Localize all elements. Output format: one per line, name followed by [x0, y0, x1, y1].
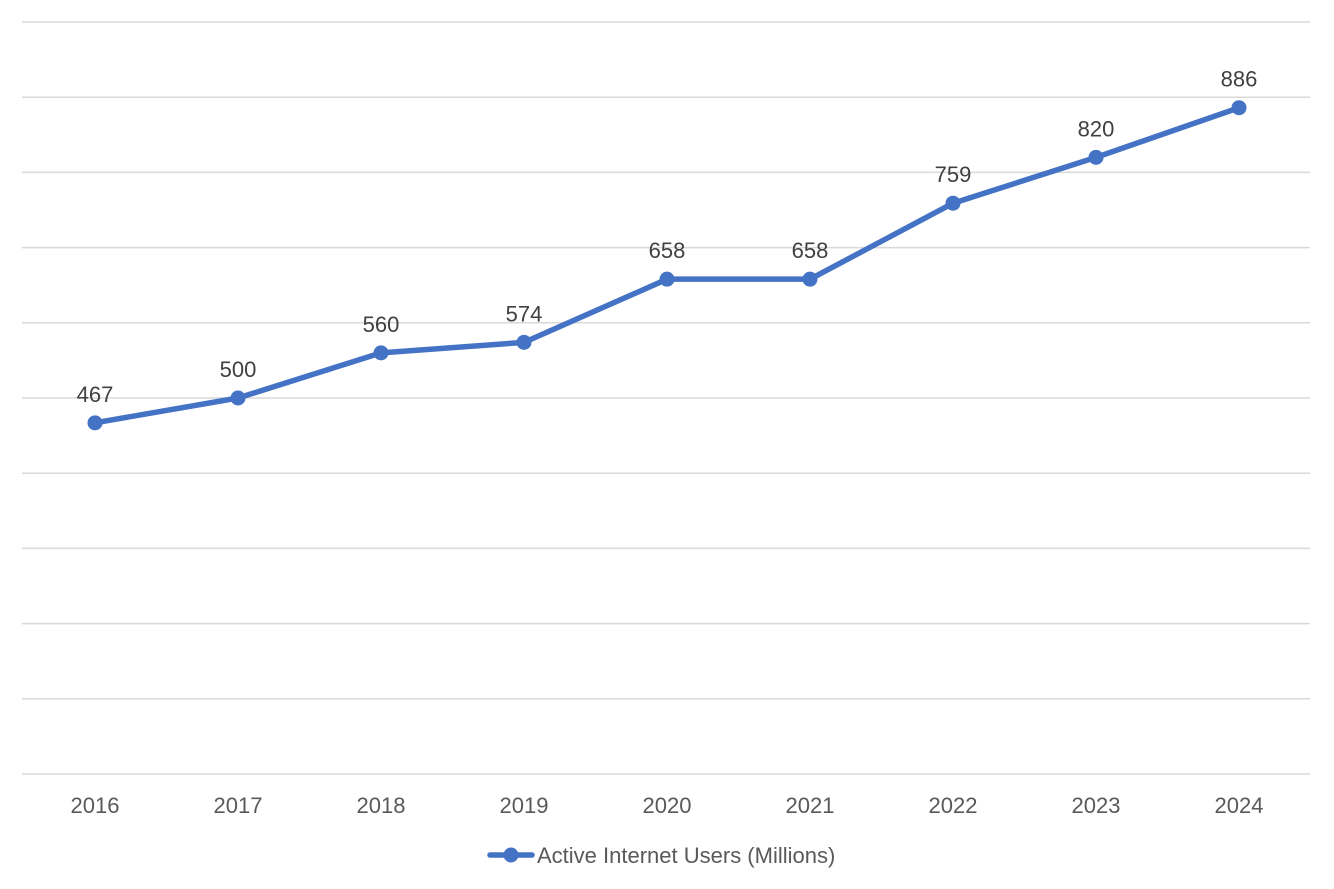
- series-line-layer: [92, 104, 1242, 426]
- x-tick-label: 2016: [71, 793, 120, 818]
- data-point: [945, 195, 961, 211]
- data-label: 467: [77, 382, 114, 407]
- legend-marker: [503, 847, 519, 863]
- x-tick-label: 2022: [929, 793, 978, 818]
- x-tick-label: 2017: [214, 793, 263, 818]
- data-label: 658: [792, 238, 829, 263]
- data-label: 574: [506, 301, 543, 326]
- x-tick-label: 2020: [643, 793, 692, 818]
- gridlines: [22, 21, 1310, 775]
- x-tick-label: 2019: [500, 793, 549, 818]
- data-point: [802, 271, 818, 287]
- data-point: [659, 271, 675, 287]
- data-points: [87, 100, 1247, 431]
- data-point: [87, 415, 103, 431]
- x-tick-label: 2018: [357, 793, 406, 818]
- data-point: [373, 345, 389, 361]
- x-tick-label: 2023: [1072, 793, 1121, 818]
- data-labels: 467 500 560 574 658 658 759 820 886: [77, 67, 1258, 407]
- legend: Active Internet Users (Millions): [487, 843, 835, 868]
- data-label: 759: [935, 162, 972, 187]
- data-point: [1088, 149, 1104, 165]
- data-point: [516, 334, 532, 350]
- x-axis: 2016 2017 2018 2019 2020 2021 2022 2023 2024: [71, 793, 1264, 818]
- data-label: 658: [649, 238, 686, 263]
- data-label: 886: [1221, 67, 1258, 92]
- data-point: [1231, 100, 1247, 116]
- data-point: [230, 390, 246, 406]
- data-label: 500: [220, 357, 257, 382]
- x-tick-label: 2021: [786, 793, 835, 818]
- data-label: 820: [1078, 116, 1115, 141]
- x-tick-label: 2024: [1215, 793, 1264, 818]
- data-label: 560: [363, 312, 400, 337]
- series-line: [92, 104, 1242, 426]
- legend-label: Active Internet Users (Millions): [537, 843, 835, 868]
